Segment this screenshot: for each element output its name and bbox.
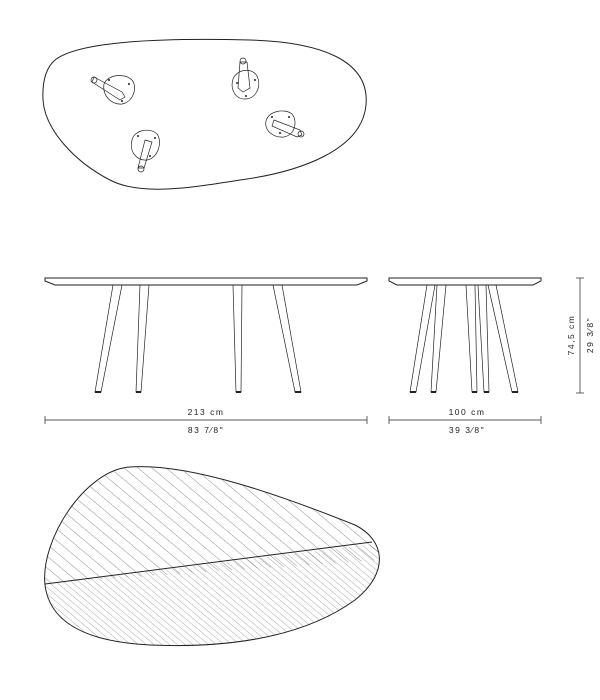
leg-mount-1 (90, 75, 135, 105)
leg-mount-4 (131, 129, 160, 173)
front-leg-4 (272, 284, 302, 393)
width-cm-label: 100 cm (449, 407, 486, 417)
side-leg-1 (409, 284, 436, 393)
tabletop-edge-side (388, 277, 542, 286)
front-leg-2 (135, 284, 150, 393)
tabletop-outline-surface (44, 466, 380, 647)
leg-mount-3 (265, 110, 305, 138)
dimension-width: 100 cm 39 3⁄8" (388, 407, 542, 435)
side-leg-3 (465, 284, 478, 393)
top-view-surface (44, 466, 380, 647)
front-leg-3 (232, 284, 243, 393)
top-view-underside (42, 38, 367, 190)
front-elevation (44, 277, 368, 393)
side-leg-2 (430, 284, 447, 393)
height-in-label: 29 3⁄8" (585, 317, 595, 353)
height-cm-label: 74,5 cm (566, 315, 576, 356)
width-in-label: 39 3⁄8" (449, 425, 485, 435)
veneer-seam (44, 541, 373, 585)
front-leg-1 (94, 284, 123, 393)
dimension-height: 74,5 cm 29 3⁄8" (566, 277, 595, 394)
side-elevation (388, 277, 542, 393)
tabletop-outline-top (42, 38, 367, 190)
side-leg-4 (487, 284, 519, 393)
leg-mount-2 (231, 57, 260, 100)
dimension-length: 213 cm 83 7⁄8" (44, 407, 368, 435)
length-in-label: 83 7⁄8" (188, 425, 224, 435)
tabletop-edge-front (44, 277, 368, 286)
length-cm-label: 213 cm (188, 407, 225, 417)
